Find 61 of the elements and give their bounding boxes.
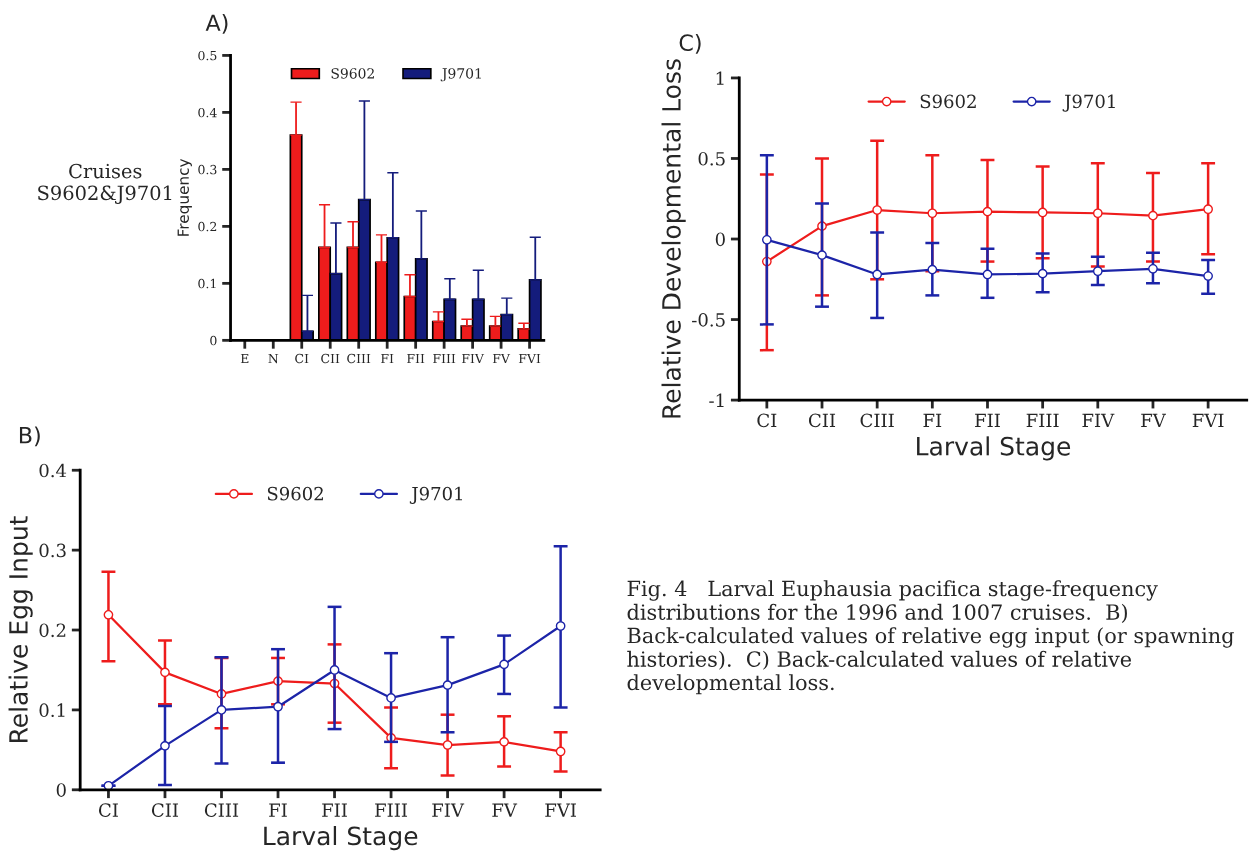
x-tick-label: CII [151, 803, 179, 817]
x-tick-label: CI [757, 413, 777, 428]
x-tick-label: FIV [461, 353, 485, 364]
y-tick-label: 0 [56, 783, 66, 797]
chart-title: C) [679, 33, 701, 54]
x-tick-label: FI [381, 353, 394, 364]
y-tick-label: 1 [716, 71, 724, 85]
y-tick-label: 0 [715, 232, 725, 247]
x-tick-label: FII [975, 413, 1000, 428]
y-tick-label: -0.5 [692, 313, 725, 327]
x-tick-label: FV [492, 803, 518, 817]
x-tick-label: CIII [347, 353, 371, 364]
x-tick-label: N [268, 353, 279, 364]
x-tick-label: CIII [204, 803, 239, 817]
x-axis-title: Larval Stage [264, 826, 418, 851]
y-tick-label: 0.5 [198, 50, 217, 61]
chart-title: A) [205, 14, 228, 34]
x-tick-label: FI [923, 413, 942, 428]
y-tick-label: 0.2 [198, 221, 217, 232]
caption: Fig. 4 Larval Euphausia pacifica stage-frequency distributions for the 1996 and 1007 cruises. B) Back-calculated values of relative egg input (or spawning histories). C) Back-calculated values of relative developmental loss. [627, 580, 1234, 695]
legend-label: J9701 [409, 486, 462, 504]
x-tick-label: FIV [1082, 413, 1115, 428]
legend-label: J9701 [440, 68, 481, 82]
legend-label: S9602 [331, 68, 374, 79]
x-tick-label: FV [1141, 413, 1167, 428]
y-tick-label: 0.4 [39, 463, 67, 478]
x-tick-label: FII [322, 803, 347, 817]
y-tick-label: 0.3 [198, 164, 217, 175]
y-tick-label: 0.1 [39, 703, 65, 718]
x-tick-label: CI [98, 803, 118, 817]
y-tick-label: 0 [210, 335, 217, 346]
x-tick-label: FVI [1192, 413, 1224, 428]
y-tick-label: 0.1 [198, 278, 216, 289]
x-tick-label: FI [269, 803, 287, 817]
x-tick-label: FIII [433, 353, 456, 364]
x-tick-label: FIII [375, 803, 408, 817]
x-tick-label: CII [321, 353, 340, 364]
x-tick-label: FIV [432, 803, 465, 817]
x-axis-title: Larval Stage [917, 436, 1071, 461]
x-tick-label: FII [407, 353, 425, 364]
y-axis-title: Relative Egg Input [8, 516, 33, 743]
legend-label: S9602 [267, 486, 323, 501]
x-tick-label: FVI [545, 803, 576, 817]
y-tick-label: 0.5 [698, 151, 725, 166]
x-tick-label: FVI [518, 353, 541, 364]
x-tick-label: FIII [1026, 413, 1059, 428]
legend-label: S9602 [920, 94, 976, 109]
x-tick-label: E [240, 353, 249, 364]
y-tick-label: -1 [709, 393, 724, 407]
chart-title: B) [19, 426, 40, 447]
y-tick-label: 0.2 [39, 623, 66, 638]
x-tick-label: CIII [860, 413, 894, 428]
y-axis-title: Frequency [177, 158, 192, 236]
x-tick-label: CI [295, 353, 309, 364]
x-tick-label: FV [492, 353, 511, 364]
x-tick-label: CII [808, 413, 836, 428]
text: Cruises S9602&J9701 [38, 163, 172, 204]
legend-label: J9701 [1062, 94, 1115, 112]
y-axis-title: Relative Developmental Loss [661, 59, 686, 418]
y-tick-label: 0.4 [198, 107, 217, 118]
y-tick-label: 0.3 [39, 543, 66, 558]
